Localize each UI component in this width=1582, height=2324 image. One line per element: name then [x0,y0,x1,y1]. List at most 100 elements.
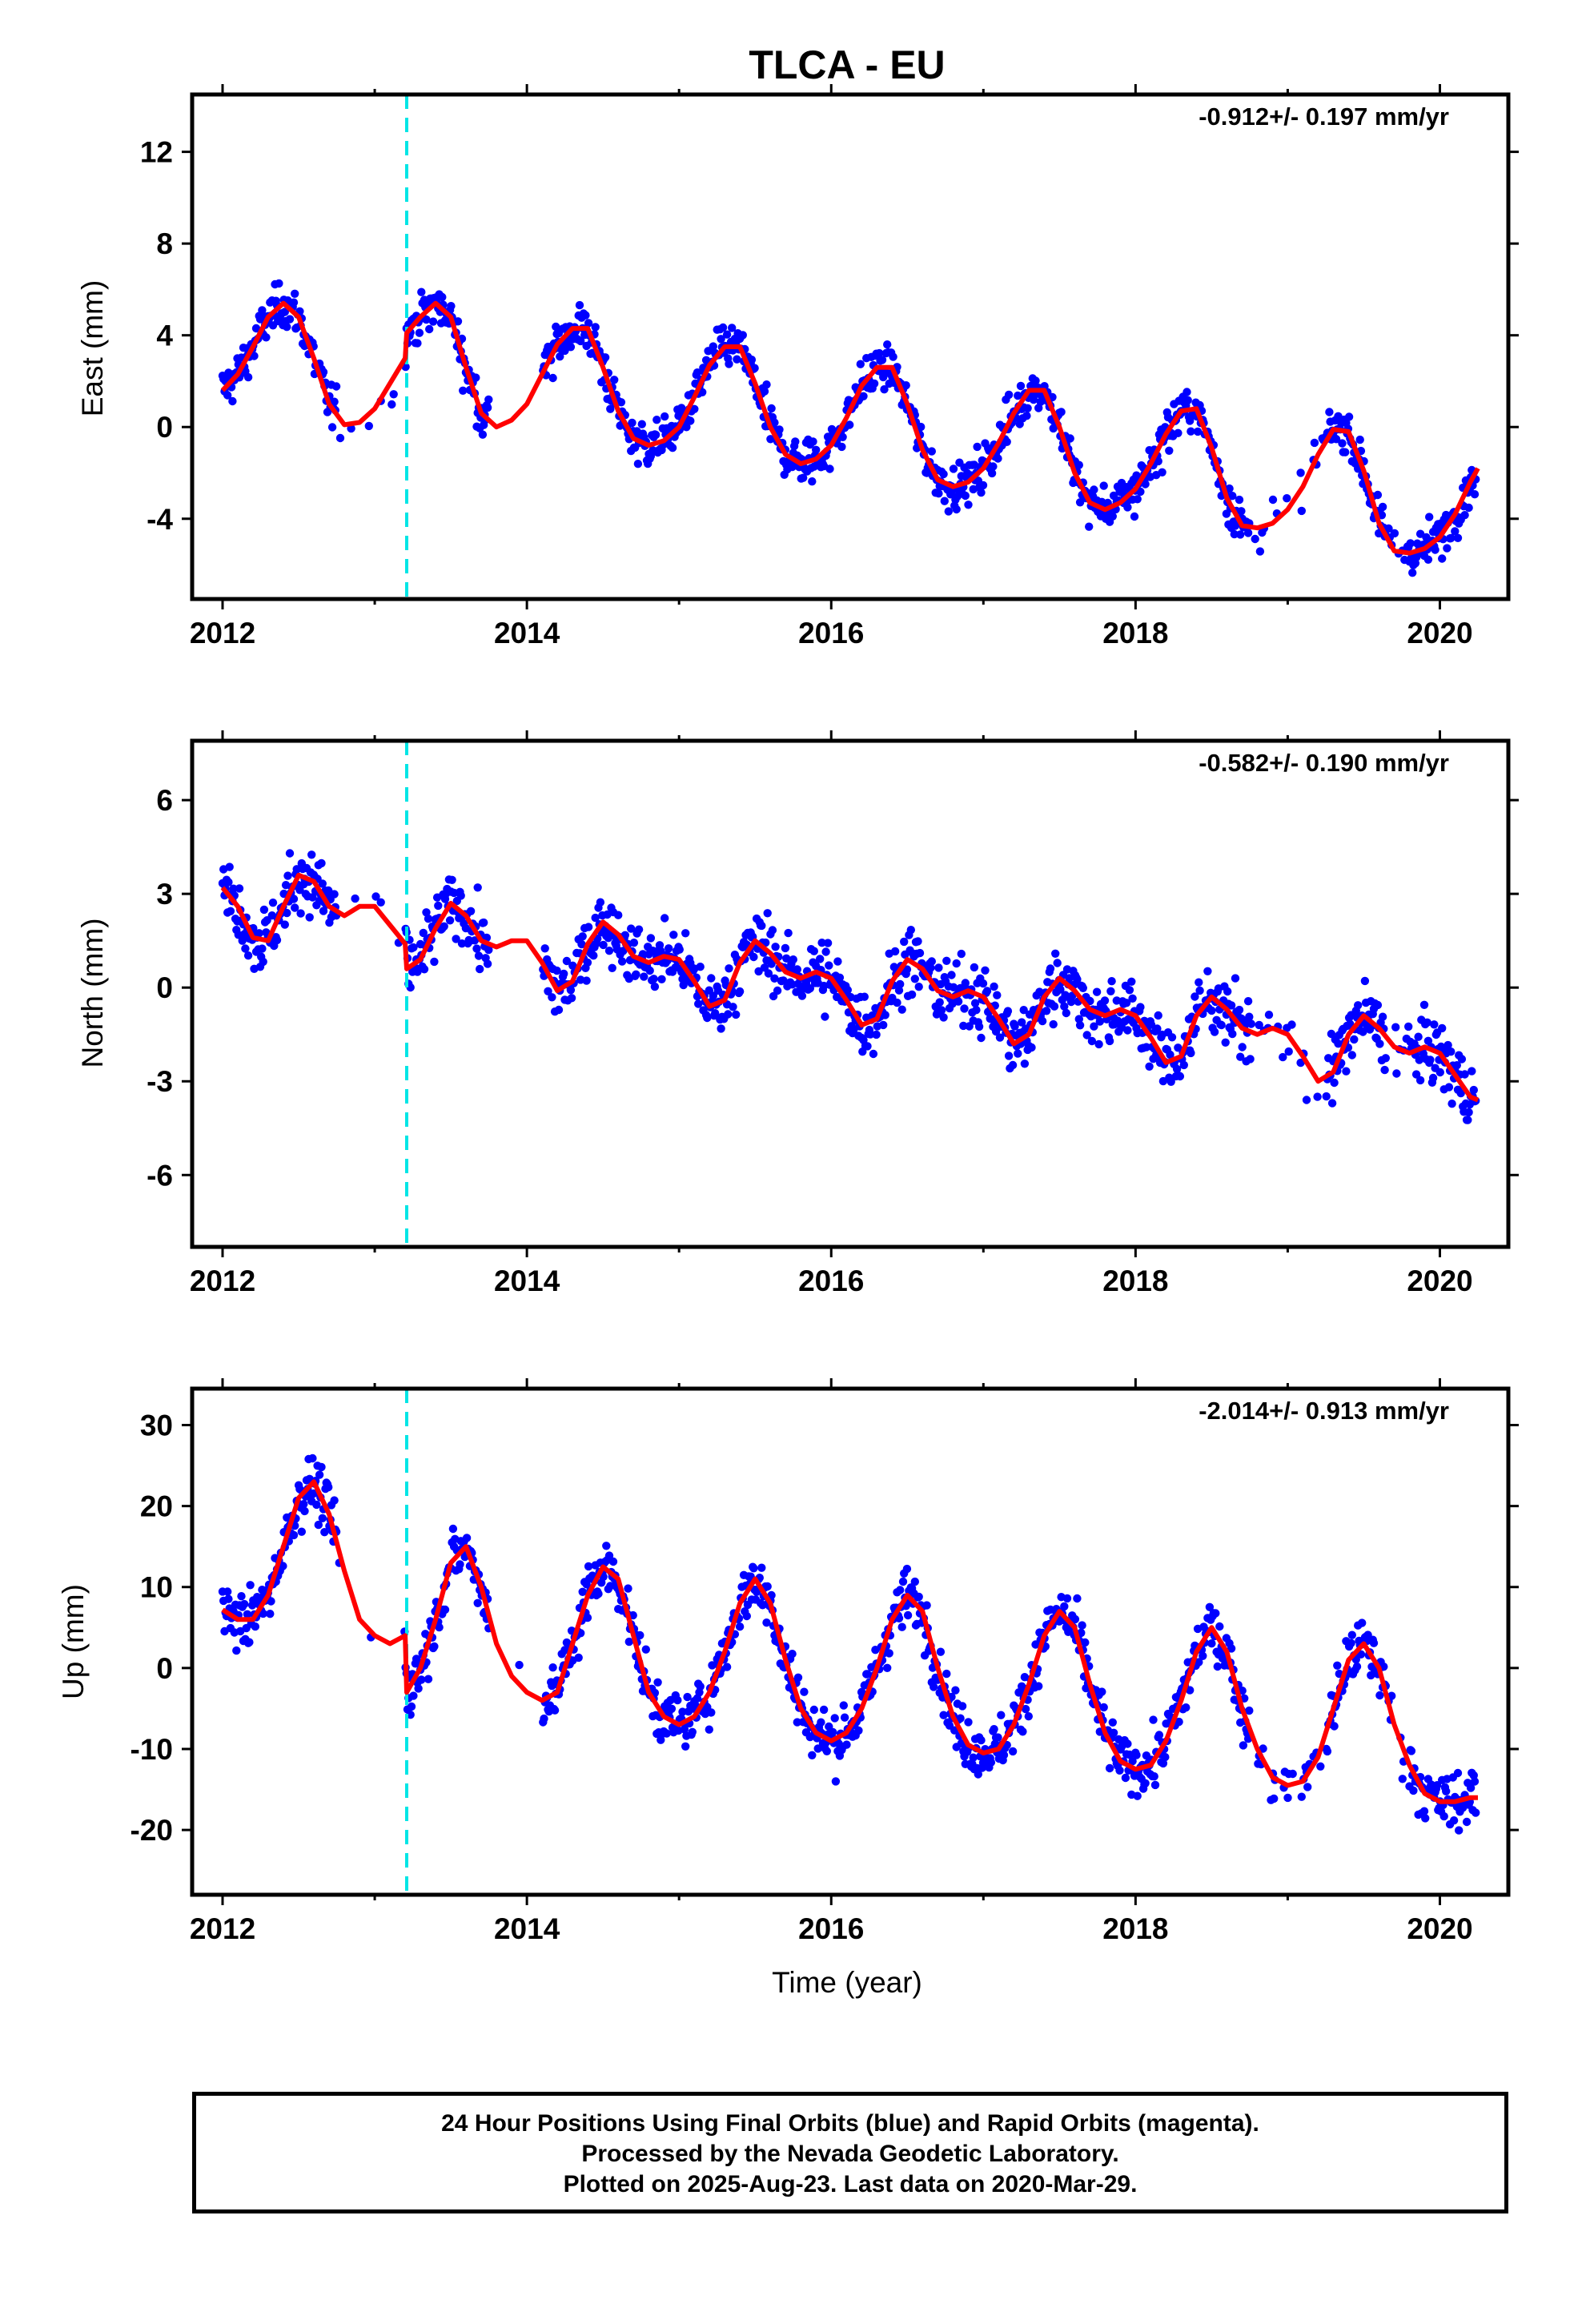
north-point [583,958,592,967]
up-point [223,1587,232,1596]
up-point [604,1551,614,1560]
north-point [823,939,833,947]
up-ytick-label: 10 [140,1571,173,1604]
north-point [860,992,869,1001]
north-point [1166,1077,1175,1087]
up-ylabel: Up (mm) [57,1584,90,1699]
north-point [821,947,830,956]
east-point [556,352,564,361]
north-point [1146,1020,1156,1029]
east-point [413,339,422,348]
east-point [628,418,636,428]
east-point [1447,533,1456,543]
east-point [1228,492,1237,501]
east-model-curve [220,300,1480,556]
north-point [457,939,467,948]
north-point [954,997,963,1006]
up-point [324,1482,333,1492]
north-xtick-label: 2018 [1102,1265,1168,1297]
east-point [883,340,892,349]
up-point [594,1590,603,1598]
north-point [1125,986,1134,995]
east-point [250,352,259,360]
north-point [1469,1085,1479,1095]
north-point [947,971,956,979]
north-point [1423,1036,1433,1046]
north-point [1195,986,1204,995]
east-point [961,491,970,501]
east-point [845,420,854,429]
north-panel: North (mm) -0.582+/- 0.190 mm/yr 2012 201… [76,730,1519,1297]
east-point [1235,495,1244,505]
east-point [661,412,669,421]
up-point [1358,1618,1367,1627]
up-point [232,1646,241,1655]
north-point [835,973,845,983]
east-data-layer [218,94,1480,599]
up-panel: Up (mm) -2.014+/- 0.913 mm/yr 2012 2014 20… [57,1378,1519,1945]
up-point [1466,1783,1476,1792]
east-point [1193,427,1203,436]
up-point [910,1577,920,1586]
east-point [856,360,865,368]
north-point [1207,1006,1216,1015]
up-point [279,1562,287,1570]
up-point [1407,1747,1416,1755]
up-point [678,1707,687,1716]
east-point [944,507,954,516]
north-point [1378,1012,1387,1021]
east-point [949,464,958,473]
up-point [473,1598,482,1608]
east-point [668,444,677,452]
north-point [661,914,669,923]
north-point [669,931,678,939]
north-point [1231,974,1240,983]
east-point [1283,494,1291,503]
north-point [1107,977,1116,986]
up-point [956,1714,965,1723]
up-point [1115,1766,1124,1775]
up-ytick-label: -10 [130,1733,173,1766]
east-point [1384,524,1393,533]
north-point [1227,1001,1236,1010]
east-point [1165,446,1174,455]
east-point [1355,435,1364,444]
east-point [799,473,808,482]
up-point [1207,1639,1216,1648]
up-point [883,1663,892,1672]
up-point [1123,1739,1132,1748]
east-point [415,328,424,337]
north-point [789,955,797,964]
north-point [224,878,233,887]
north-point [562,956,572,966]
east-point [770,418,779,427]
footer-caption-box: 24 Hour Positions Using Final Orbits (bl… [192,2092,1508,2213]
north-point [972,1006,981,1015]
north-point [869,1049,878,1059]
east-point [243,372,253,382]
east-point [1186,427,1195,436]
east-xtick-label: 2012 [190,617,255,649]
east-point [686,416,695,425]
up-point [735,1622,745,1631]
up-point [289,1530,299,1540]
up-rate-label: -2.014+/- 0.913 mm/yr [1199,1397,1449,1425]
up-point [1455,1826,1464,1835]
up-point [320,1528,329,1537]
north-point [977,1033,986,1043]
north-point [560,969,568,979]
north-point [406,983,415,992]
up-point [602,1542,611,1550]
up-ytick-label: 30 [140,1409,173,1442]
up-point [414,1684,423,1693]
north-point [376,898,385,907]
up-point [986,1758,996,1767]
east-point [877,356,887,364]
north-point [906,926,916,935]
north-point [1380,1065,1389,1075]
north-point [226,907,235,916]
east-point [718,323,728,332]
north-point [749,952,758,962]
east-point [1230,529,1239,539]
east-point [327,423,337,432]
